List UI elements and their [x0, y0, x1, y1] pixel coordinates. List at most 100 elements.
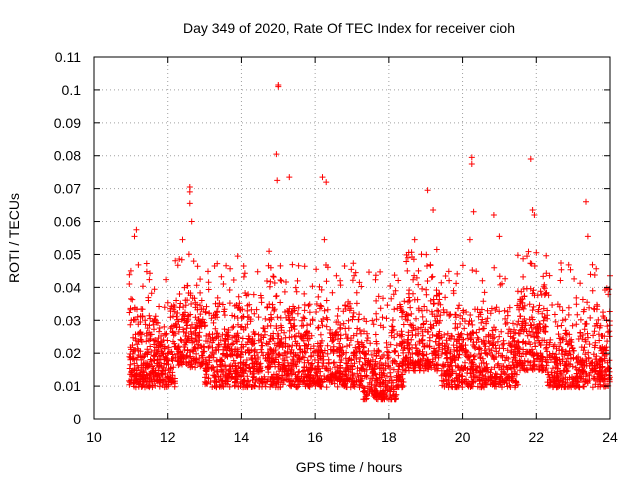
roti-point [197, 311, 204, 318]
roti-point [337, 359, 344, 366]
roti-point [448, 383, 455, 390]
roti-point [428, 308, 435, 315]
roti-point [373, 352, 380, 359]
roti-point [323, 365, 330, 372]
roti-point [316, 283, 323, 290]
roti-point [181, 354, 188, 361]
roti-point [212, 374, 219, 381]
roti-point [488, 340, 495, 346]
roti-point [557, 277, 564, 284]
roti-point [345, 335, 351, 341]
roti-point [329, 370, 336, 377]
roti-point [540, 317, 547, 324]
roti-point [495, 360, 502, 367]
roti-point [268, 316, 275, 322]
roti-point [126, 365, 133, 372]
roti-outlier-point [352, 269, 359, 276]
roti-point [181, 315, 188, 322]
roti-point [184, 337, 191, 343]
roti-point [440, 306, 447, 313]
roti-point [526, 301, 533, 308]
roti-point [293, 363, 300, 370]
roti-point [427, 297, 434, 304]
roti-point [438, 279, 445, 286]
roti-point [382, 387, 389, 394]
roti-point [358, 339, 365, 346]
roti-point [305, 366, 312, 373]
roti-point [140, 283, 146, 290]
roti-point [525, 359, 531, 365]
roti-point [520, 255, 527, 262]
roti-point [539, 310, 546, 317]
roti-point [177, 336, 184, 343]
roti-point [249, 341, 256, 348]
roti-point [253, 306, 260, 313]
roti-point [529, 346, 535, 353]
roti-point [553, 345, 560, 352]
roti-point [542, 328, 549, 335]
roti-point [293, 288, 300, 295]
roti-point [346, 307, 353, 314]
roti-point [493, 304, 500, 311]
roti-point [284, 376, 291, 383]
roti-point [184, 322, 191, 329]
roti-point [505, 355, 512, 362]
roti-point [496, 364, 503, 371]
roti-point [543, 252, 550, 259]
roti-point [451, 352, 458, 359]
roti-point [524, 253, 530, 260]
roti-point [215, 341, 222, 348]
roti-point [137, 336, 144, 343]
roti-point [320, 316, 327, 322]
roti-point [449, 357, 456, 364]
roti-point [195, 332, 202, 339]
roti-outlier-point [433, 246, 440, 253]
roti-point [311, 356, 318, 363]
roti-point [330, 347, 337, 354]
roti-point [283, 372, 290, 379]
roti-point [531, 321, 537, 328]
roti-point [439, 340, 446, 347]
roti-point [255, 354, 262, 361]
roti-point [569, 322, 576, 329]
roti-point [415, 267, 422, 274]
roti-point [356, 311, 363, 318]
roti-point [509, 375, 516, 382]
roti-point [334, 313, 341, 319]
roti-point [565, 261, 572, 268]
roti-point [127, 354, 134, 361]
roti-point [299, 335, 306, 342]
roti-point [204, 380, 211, 387]
roti-point [313, 309, 320, 315]
roti-point [589, 261, 596, 268]
roti-point [194, 263, 201, 270]
roti-point [523, 285, 530, 292]
roti-point [411, 296, 418, 303]
roti-point [549, 302, 556, 308]
roti-point [559, 307, 566, 314]
roti-point [392, 348, 399, 355]
roti-point [192, 364, 199, 371]
roti-point [208, 352, 214, 359]
roti-point [573, 294, 580, 301]
roti-point [399, 313, 405, 320]
roti-point [152, 316, 158, 323]
roti-point [390, 291, 397, 298]
roti-point [479, 316, 486, 323]
roti-point [226, 287, 233, 293]
roti-point [160, 351, 167, 358]
roti-point [502, 321, 509, 327]
roti-point [578, 375, 585, 382]
roti-point [589, 287, 596, 294]
roti-point [479, 277, 486, 284]
roti-point [267, 278, 274, 285]
roti-point [301, 307, 308, 314]
roti-point [544, 379, 551, 386]
roti-point [177, 300, 184, 307]
roti-point [351, 272, 358, 279]
roti-point [284, 343, 291, 350]
roti-point [143, 332, 150, 339]
roti-point [436, 290, 442, 297]
roti-point [416, 367, 423, 374]
roti-point [546, 352, 553, 359]
